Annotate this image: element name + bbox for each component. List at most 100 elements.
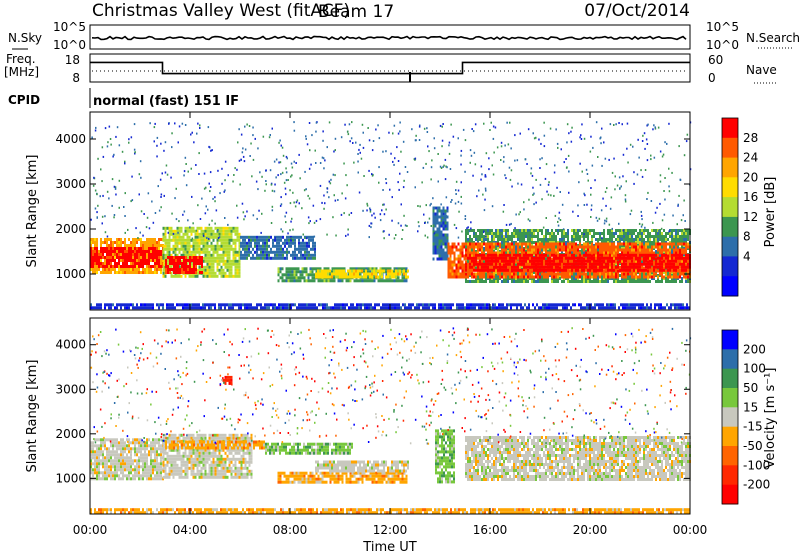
scatter-band-cell bbox=[559, 229, 561, 232]
scatter-band-cell bbox=[302, 244, 304, 248]
scatter-band-cell bbox=[625, 248, 627, 252]
scatter-band-cell bbox=[296, 235, 298, 239]
scatter-band-cell bbox=[238, 271, 241, 275]
scatter-band-cell bbox=[112, 253, 114, 256]
scatter-band-cell bbox=[651, 235, 653, 238]
scatter-band-cell bbox=[232, 241, 235, 245]
scatter-band-cell bbox=[118, 250, 120, 253]
scatter-band-cell bbox=[289, 273, 292, 277]
scatter-band-cell bbox=[434, 230, 437, 234]
scatter-band-cell bbox=[285, 279, 288, 283]
scatter-band-cell bbox=[175, 271, 177, 274]
scatter-band-cell bbox=[436, 209, 439, 213]
scatter-band-cell bbox=[228, 247, 231, 251]
scatter-band-cell bbox=[126, 250, 128, 253]
scatter-band-cell bbox=[605, 254, 607, 258]
scatter-band-cell bbox=[517, 280, 519, 283]
scatter-band-cell bbox=[575, 232, 577, 235]
scatter-band-cell bbox=[208, 274, 211, 278]
scatter-band-cell bbox=[303, 276, 306, 280]
scatter-band-cell bbox=[345, 275, 347, 279]
scatter-band-cell bbox=[447, 257, 450, 261]
scatter-band-cell bbox=[671, 245, 673, 249]
scatter-band-cell bbox=[234, 247, 237, 251]
scatter-band-cell bbox=[523, 232, 525, 235]
scatter-band-cell bbox=[128, 259, 130, 262]
scatter-band-cell bbox=[166, 241, 169, 245]
scatter-band-cell bbox=[487, 253, 489, 257]
scatter-band-cell bbox=[144, 259, 146, 262]
scatter-band-cell bbox=[206, 247, 209, 251]
scatter-band-cell bbox=[438, 230, 441, 234]
scatter-band-cell bbox=[136, 250, 138, 253]
scatter-band-cell bbox=[327, 275, 329, 279]
scatter-band-cell bbox=[156, 268, 158, 271]
scatter-band-cell bbox=[169, 262, 171, 265]
scatter-band-cell bbox=[381, 279, 384, 283]
scatter-band-cell bbox=[92, 256, 94, 259]
scatter-band-cell bbox=[216, 253, 219, 257]
scatter-band-cell bbox=[118, 253, 120, 256]
scatter-band-cell bbox=[124, 241, 126, 244]
cpid-value: normal (fast) 151 IF bbox=[93, 94, 239, 109]
scatter-band-cell bbox=[521, 229, 523, 232]
scatter-band-cell bbox=[587, 280, 589, 283]
scatter-band-cell bbox=[611, 229, 613, 232]
scatter-band-cell bbox=[210, 265, 213, 269]
scatter-band-cell bbox=[252, 256, 254, 260]
scatter-band-cell bbox=[661, 260, 663, 264]
scatter-band-cell bbox=[675, 235, 677, 238]
scatter-band-cell bbox=[587, 235, 589, 238]
scatter-band-cell bbox=[629, 238, 631, 241]
scatter-band-cell bbox=[122, 250, 124, 253]
scatter-band-cell bbox=[291, 267, 294, 271]
scatter-band-cell bbox=[543, 245, 545, 249]
scatter-band-cell bbox=[483, 238, 485, 241]
scatter-band-cell bbox=[160, 265, 162, 268]
scatter-band-cell bbox=[104, 265, 106, 268]
scatter-band-cell bbox=[467, 254, 469, 258]
scatter-band-cell bbox=[216, 268, 219, 272]
scatter-band-cell bbox=[226, 226, 229, 230]
scatter-band-cell bbox=[405, 270, 408, 274]
scatter-band-cell bbox=[653, 235, 655, 238]
scatter-band-cell bbox=[180, 241, 183, 245]
scatter-band-cell bbox=[432, 242, 435, 246]
scatter-band-cell bbox=[481, 259, 483, 263]
scatter-band-cell bbox=[531, 229, 533, 232]
scatter-band-cell bbox=[432, 245, 435, 249]
scatter-band-cell bbox=[519, 242, 521, 246]
scatter-band-cell bbox=[196, 271, 199, 275]
scatter-band-cell bbox=[184, 232, 187, 236]
scatter-band-cell bbox=[124, 271, 126, 274]
scatter-band-cell bbox=[629, 248, 631, 252]
scatter-band-cell bbox=[254, 235, 256, 239]
scatter-band-cell bbox=[222, 256, 225, 260]
scatter-band-cell bbox=[677, 251, 679, 255]
scatter-band-cell bbox=[563, 232, 565, 235]
scatter-band-cell bbox=[535, 245, 537, 249]
scatter-band-cell bbox=[166, 253, 169, 257]
scatter-band-cell bbox=[337, 272, 339, 276]
scatter-band-cell bbox=[665, 235, 667, 238]
scatter-band-cell bbox=[201, 271, 203, 274]
scatter-band-cell bbox=[283, 273, 286, 277]
scatter-band-cell bbox=[593, 232, 595, 235]
scatter-band-cell bbox=[310, 235, 312, 239]
scatter-band-cell bbox=[567, 275, 569, 279]
scatter-band-cell bbox=[118, 256, 120, 259]
scatter-band-cell bbox=[258, 241, 260, 245]
scatter-band-cell bbox=[206, 232, 209, 236]
scatter-band-cell bbox=[621, 229, 623, 232]
scatter-band-cell bbox=[304, 241, 306, 245]
scatter-band-cell bbox=[311, 267, 314, 271]
scatter-band-cell bbox=[675, 272, 677, 276]
scatter-band-cell bbox=[434, 221, 437, 225]
scatter-band-cell bbox=[477, 272, 479, 276]
scatter-band-cell bbox=[234, 244, 237, 248]
scatter-band-cell bbox=[438, 245, 441, 249]
scatter-band-cell bbox=[150, 250, 152, 253]
scatter-band-cell bbox=[212, 250, 215, 254]
scatter-band-cell bbox=[563, 229, 565, 232]
scatter-band-cell bbox=[102, 250, 104, 253]
